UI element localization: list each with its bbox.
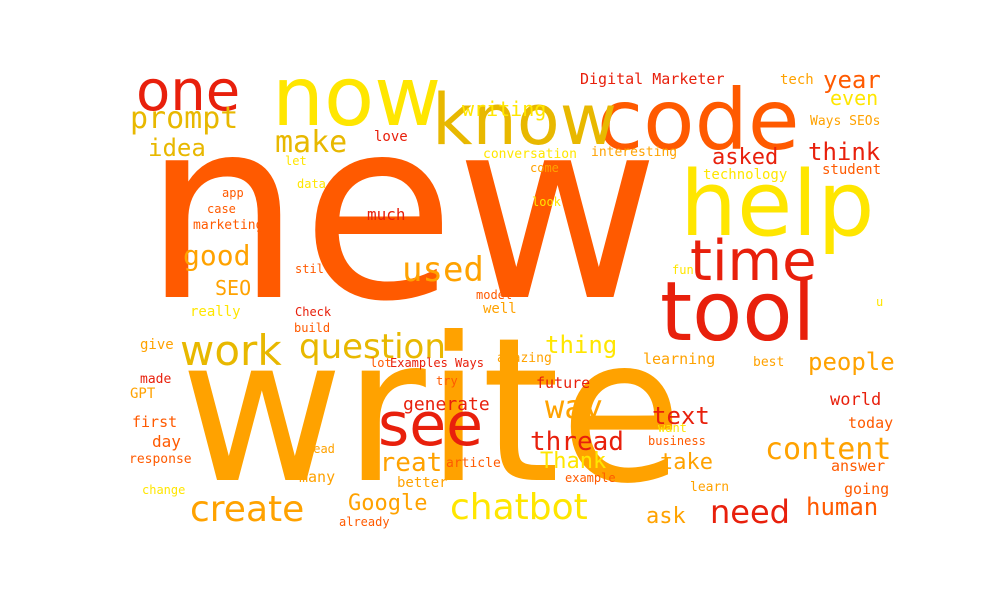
word-really: really bbox=[190, 304, 241, 320]
word-answer: answer bbox=[831, 457, 886, 475]
word-year: year bbox=[823, 66, 881, 94]
word-best: best bbox=[753, 355, 785, 370]
word-people: people bbox=[808, 348, 895, 376]
word-want: want bbox=[658, 421, 687, 435]
word-model: model bbox=[476, 288, 513, 302]
word-fun: fun bbox=[672, 263, 694, 277]
word-see: see bbox=[378, 390, 484, 460]
word-let: let bbox=[285, 154, 307, 168]
word-new: new bbox=[143, 65, 660, 356]
word-take: take bbox=[660, 450, 713, 475]
word-lot: lot bbox=[370, 356, 392, 370]
word-know: know bbox=[432, 79, 617, 161]
word-thing: thing bbox=[545, 331, 618, 359]
word-idea: idea bbox=[148, 134, 206, 162]
word-many: many bbox=[299, 468, 336, 486]
word-google: Google bbox=[348, 491, 428, 516]
word-build: build bbox=[294, 321, 331, 335]
word-look: look bbox=[532, 195, 561, 209]
word-well: well bbox=[483, 301, 517, 317]
word-app: app bbox=[222, 186, 244, 200]
word-asked: asked bbox=[712, 145, 779, 170]
word-today: today bbox=[848, 414, 894, 432]
word-much: much bbox=[367, 205, 406, 224]
word-response: response bbox=[129, 452, 192, 467]
word-code: code bbox=[597, 71, 800, 169]
word-article: article bbox=[446, 456, 501, 471]
word-read: read bbox=[306, 442, 335, 456]
word-one: one bbox=[136, 59, 241, 124]
word-human: human bbox=[806, 493, 879, 521]
word-still: still bbox=[295, 262, 332, 276]
word-writing: writing bbox=[462, 97, 547, 121]
word-generate: generate bbox=[403, 394, 490, 415]
word-gpt: GPT bbox=[130, 386, 156, 402]
word-world: world bbox=[830, 390, 882, 410]
word-question: question bbox=[299, 327, 446, 367]
word-better: better bbox=[397, 475, 448, 491]
word-text: text bbox=[652, 402, 710, 430]
word-made: made bbox=[140, 372, 172, 387]
word-work: work bbox=[180, 326, 282, 375]
word-chatbot: chatbot bbox=[450, 487, 588, 528]
word-content: content bbox=[765, 432, 892, 467]
word-technology: technology bbox=[703, 167, 788, 183]
word-tool: tool bbox=[660, 265, 816, 360]
word-create: create bbox=[190, 489, 305, 530]
word-amazing: amazing bbox=[497, 351, 552, 366]
word-u: u bbox=[876, 295, 884, 309]
word-data: data bbox=[297, 177, 326, 191]
word-think: think bbox=[808, 138, 881, 166]
word-student: student bbox=[822, 162, 882, 178]
word-going: going bbox=[844, 480, 890, 498]
word-ways-seos: Ways SEOs bbox=[810, 114, 881, 129]
word-come: come bbox=[530, 161, 559, 175]
word-seo: SEO bbox=[215, 276, 252, 300]
word-ask: ask bbox=[646, 504, 686, 529]
word-prompt: prompt bbox=[130, 101, 239, 136]
word-already: already bbox=[339, 515, 390, 529]
word-business: business bbox=[648, 434, 706, 448]
word-case: case bbox=[207, 202, 236, 216]
word-thread: thread bbox=[530, 427, 624, 457]
word-great: great bbox=[364, 448, 443, 478]
word-used: used bbox=[402, 250, 484, 290]
word-help: help bbox=[680, 152, 875, 257]
word-example: example bbox=[565, 471, 616, 485]
word-need: need bbox=[710, 493, 790, 531]
word-give: give bbox=[140, 337, 174, 353]
word-time: time bbox=[690, 229, 817, 294]
word-examples-ways: Examples Ways bbox=[390, 356, 484, 370]
word-make: make bbox=[275, 125, 348, 160]
word-digital-marketer: Digital Marketer bbox=[580, 70, 725, 88]
word-marketing: marketing bbox=[193, 218, 264, 233]
word-tech: tech bbox=[780, 72, 814, 88]
word-interesting: interesting bbox=[591, 145, 678, 160]
word-even: even bbox=[830, 86, 879, 110]
word-way: way bbox=[545, 388, 603, 426]
word-day: day bbox=[152, 432, 181, 451]
word-change: change bbox=[142, 483, 186, 497]
word-write: write bbox=[180, 295, 683, 528]
word-love: love bbox=[374, 129, 408, 145]
word-future: future bbox=[536, 374, 591, 392]
word-check: Check bbox=[295, 305, 332, 319]
word-try: try bbox=[436, 374, 458, 388]
word-learn: learn bbox=[690, 480, 730, 495]
word-thank: Thank bbox=[540, 449, 607, 474]
word-conversation: conversation bbox=[483, 147, 577, 162]
word-learning: learning bbox=[643, 350, 716, 368]
word-now: now bbox=[272, 50, 442, 145]
word-first: first bbox=[132, 413, 178, 431]
word-good: good bbox=[183, 239, 251, 272]
